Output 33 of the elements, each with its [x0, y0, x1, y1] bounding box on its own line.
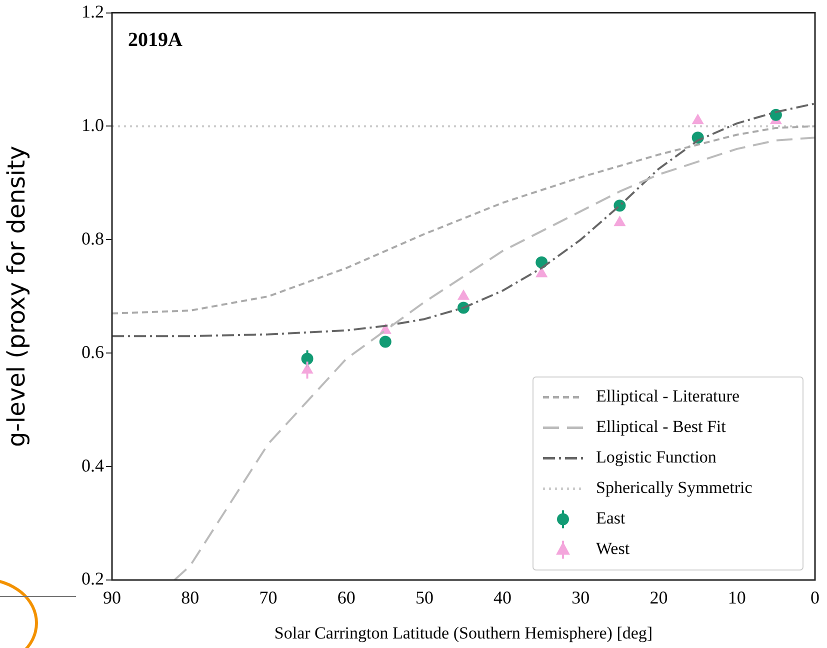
- x-tick-label: 70: [259, 588, 278, 608]
- y-tick-label: 1.0: [82, 114, 104, 135]
- point: [614, 200, 626, 212]
- y-axis-title: g-level (proxy for density: [2, 146, 31, 447]
- x-axis-title: Solar Carrington Latitude (Southern Hemisphere) [deg]: [274, 623, 653, 642]
- line-series: [112, 125, 815, 314]
- x-tick-label: 80: [181, 588, 200, 608]
- x-tick-label: 50: [415, 588, 434, 608]
- point: [614, 216, 626, 226]
- x-tick-label: 30: [572, 588, 590, 608]
- text: 2019A: [128, 28, 183, 51]
- y-tick-label: 0.2: [82, 568, 104, 589]
- point: [379, 336, 392, 348]
- legend-label: Elliptical - Best Fit: [596, 417, 726, 436]
- legend-label: East: [596, 508, 626, 528]
- legend-label: West: [596, 539, 630, 558]
- x-tick-label: 0: [810, 588, 820, 608]
- point: [457, 289, 470, 300]
- x-tick-label: 40: [494, 588, 512, 608]
- y-tick-label: 0.4: [82, 455, 104, 476]
- y-tick-label: 0.6: [82, 342, 104, 362]
- x-tick-label: 90: [103, 588, 121, 608]
- legend-label: Elliptical - Literature: [596, 386, 740, 406]
- line-series: [112, 102, 815, 338]
- legend-label: Logistic Function: [596, 448, 717, 467]
- x-tick-label: 20: [650, 588, 668, 608]
- legend-label: Spherically Symmetric: [596, 478, 753, 498]
- line-series: [173, 136, 815, 580]
- y-tick-label: 1.2: [82, 2, 104, 22]
- point: [692, 114, 704, 124]
- x-tick-label: 10: [728, 588, 746, 608]
- x-tick-label: 60: [337, 588, 356, 608]
- y-tick-label: 0.8: [82, 228, 104, 248]
